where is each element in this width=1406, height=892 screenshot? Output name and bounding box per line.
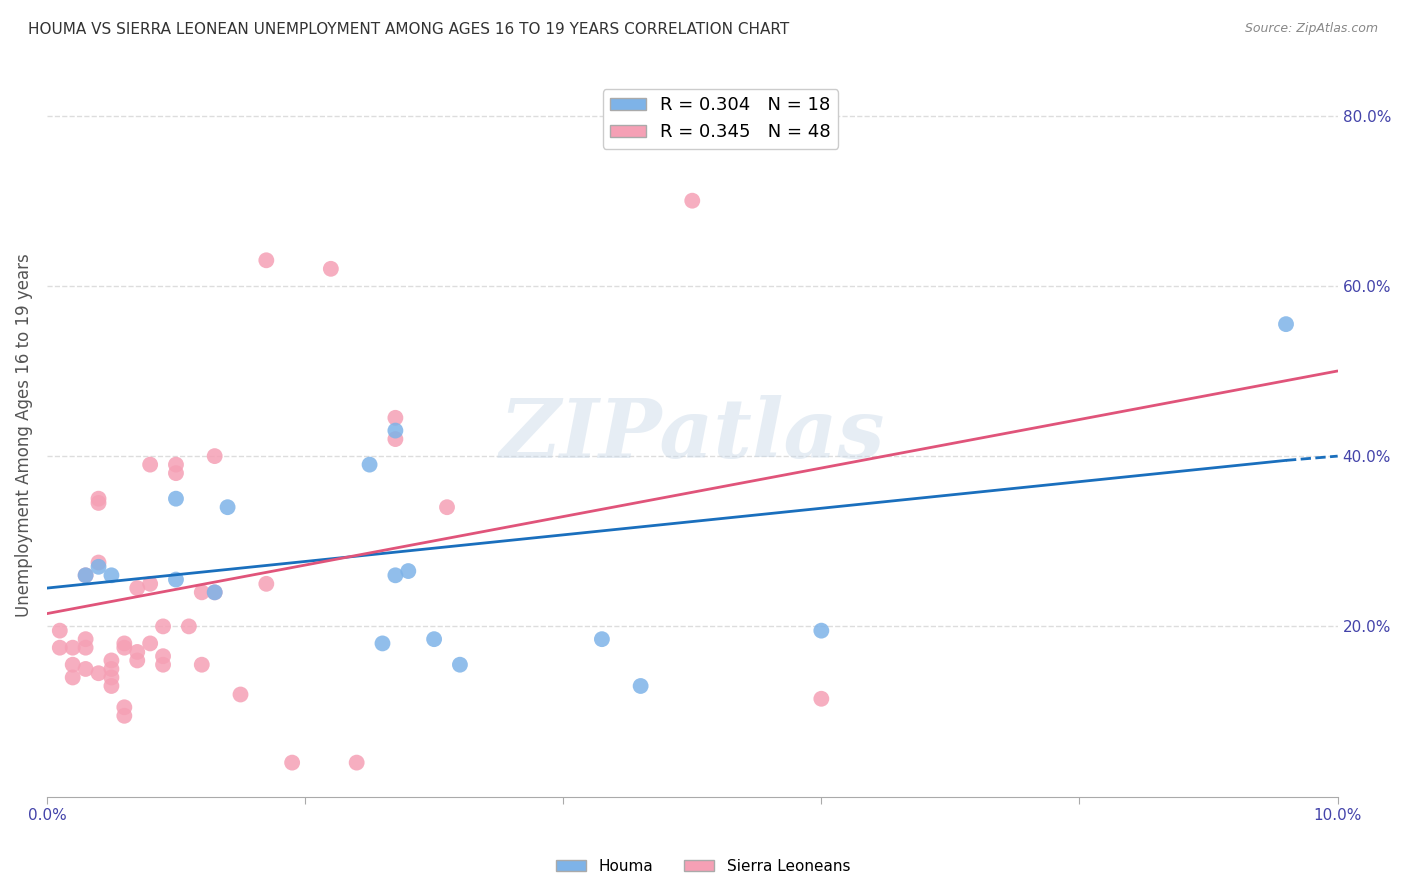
Point (75, 568, 97, 582)
Point (139, 458, 162, 472)
Point (100, 671, 122, 685)
Point (87, 496, 110, 510)
Point (346, 756, 368, 770)
Point (281, 756, 304, 770)
Y-axis label: Unemployment Among Ages 16 to 19 years: Unemployment Among Ages 16 to 19 years (15, 253, 32, 616)
Point (630, 679, 652, 693)
Point (62, 640, 84, 655)
Point (87, 556, 110, 570)
Point (254, 577, 277, 591)
Point (49, 624, 72, 638)
Point (204, 449, 226, 463)
Point (112, 640, 135, 655)
Point (384, 410, 406, 425)
Point (62, 671, 84, 685)
Point (139, 636, 162, 650)
Point (127, 645, 149, 659)
Point (75, 640, 97, 655)
Point (152, 657, 174, 672)
Point (87, 666, 110, 681)
Point (100, 568, 122, 582)
Point (191, 585, 214, 599)
Legend: Houma, Sierra Leoneans: Houma, Sierra Leoneans (550, 853, 856, 880)
Point (371, 636, 394, 650)
Point (217, 500, 239, 515)
Point (152, 619, 174, 633)
Point (384, 568, 406, 582)
Point (384, 424, 406, 438)
Point (204, 585, 226, 599)
Point (165, 491, 187, 506)
Point (152, 649, 174, 664)
Text: Source: ZipAtlas.com: Source: ZipAtlas.com (1244, 22, 1378, 36)
Point (112, 700, 135, 714)
Point (49, 640, 72, 655)
Point (229, 688, 252, 702)
Point (436, 500, 458, 515)
Point (396, 564, 419, 578)
Point (62, 657, 84, 672)
Text: HOUMA VS SIERRA LEONEAN UNEMPLOYMENT AMONG AGES 16 TO 19 YEARS CORRELATION CHART: HOUMA VS SIERRA LEONEAN UNEMPLOYMENT AMO… (28, 22, 789, 37)
Point (100, 662, 122, 676)
Point (810, 691, 832, 706)
Point (359, 458, 381, 472)
Point (423, 632, 446, 647)
Point (384, 432, 406, 446)
Text: ZIPatlas: ZIPatlas (499, 395, 884, 475)
Point (112, 708, 135, 723)
Legend: R = 0.304   N = 18, R = 0.345   N = 48: R = 0.304 N = 18, R = 0.345 N = 48 (603, 89, 838, 149)
Point (177, 619, 200, 633)
Point (191, 657, 214, 672)
Point (810, 624, 832, 638)
Point (254, 253, 277, 268)
Point (591, 632, 613, 647)
Point (75, 632, 97, 647)
Point (127, 581, 149, 595)
Point (319, 261, 342, 276)
Point (1275, 317, 1298, 331)
Point (75, 662, 97, 676)
Point (165, 573, 187, 587)
Point (204, 585, 226, 599)
Point (165, 466, 187, 480)
Point (87, 491, 110, 506)
Point (112, 636, 135, 650)
Point (681, 194, 703, 208)
Point (165, 458, 187, 472)
Point (449, 657, 471, 672)
Point (139, 577, 162, 591)
Point (127, 653, 149, 667)
Point (75, 568, 97, 582)
Point (100, 679, 122, 693)
Point (100, 653, 122, 667)
Point (87, 559, 110, 574)
